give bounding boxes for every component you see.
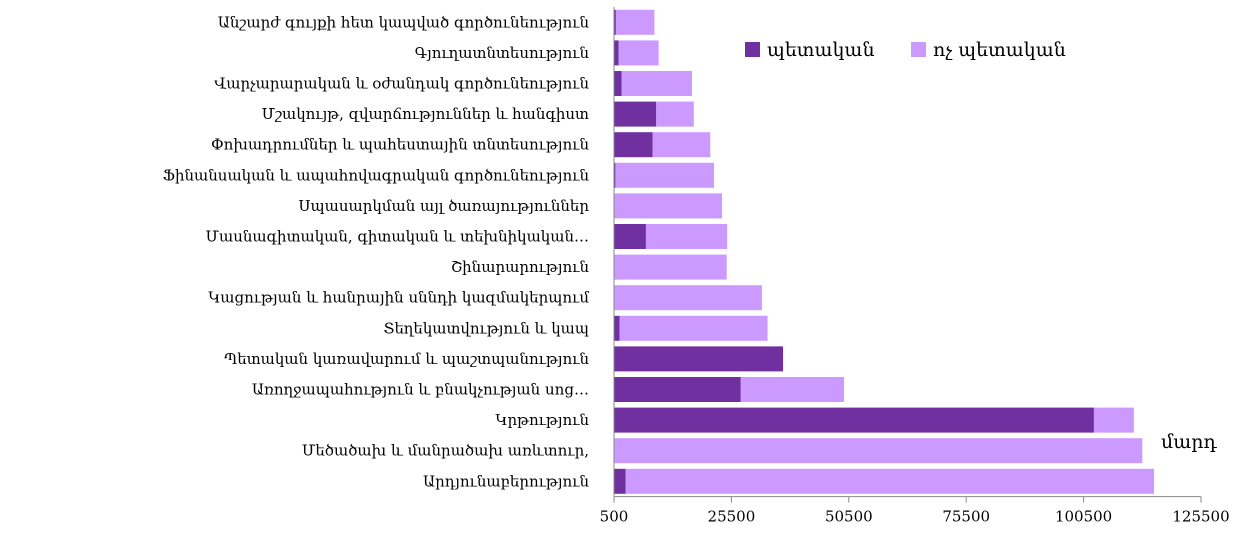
category-label-5: Տեղեկատվություն և կապ bbox=[383, 319, 589, 337]
category-label-1: Մեծածախ և մանրածախ առևտուր, bbox=[302, 442, 589, 460]
bar-nonstate-1 bbox=[614, 438, 1143, 464]
bar-nonstate-13 bbox=[621, 71, 692, 96]
bar-state-11 bbox=[614, 132, 653, 158]
bar-nonstate-0 bbox=[625, 468, 1155, 494]
x-tick-label-4: 100500 bbox=[1055, 508, 1112, 526]
bar-state-5 bbox=[614, 315, 620, 341]
bar-nonstate-10 bbox=[615, 162, 715, 188]
category-label-10: Ֆինանսական և ապահովագրական գործունեությո… bbox=[163, 166, 590, 184]
bar-nonstate-12 bbox=[656, 101, 694, 127]
category-labels-group: Անշարժ գույքի հետ կապված գործունեություն… bbox=[163, 13, 590, 490]
bars-group bbox=[614, 9, 1155, 494]
x-tick-label-2: 50500 bbox=[825, 508, 873, 526]
x-axis: 500 25500 50500 75500 100500 125500 bbox=[600, 7, 1230, 526]
category-label-7: Շինարարություն bbox=[451, 258, 590, 276]
legend-swatch-1 bbox=[911, 42, 926, 57]
category-label-11: Փոխադրումներ և պահեստային տնտեսություն bbox=[211, 136, 590, 154]
bar-nonstate-14 bbox=[618, 40, 659, 66]
bar-state-13 bbox=[614, 71, 622, 96]
x-tick-label-0: 500 bbox=[600, 508, 629, 526]
bar-state-15 bbox=[614, 9, 616, 35]
category-label-8: Մասնագիտական, գիտական և տեխնիկական… bbox=[206, 228, 590, 246]
legend-swatch-0 bbox=[745, 42, 760, 57]
x-tick-label-3: 75500 bbox=[942, 508, 990, 526]
category-label-15: Անշարժ գույքի հետ կապված գործունեություն bbox=[218, 13, 590, 31]
category-label-12: Մշակույթ, զվարճություններ և հանգիստ bbox=[262, 105, 589, 123]
bar-nonstate-9 bbox=[614, 193, 723, 219]
category-label-9: Սպասարկման այլ ծառայություններ bbox=[299, 197, 590, 215]
category-label-14: Գյուղատնտեսություն bbox=[415, 44, 590, 62]
bar-nonstate-3 bbox=[740, 377, 845, 402]
unit-label: մարդ bbox=[1161, 431, 1217, 453]
x-tick-label-5: 125500 bbox=[1172, 508, 1229, 526]
bar-state-4 bbox=[614, 346, 784, 372]
bar-nonstate-5 bbox=[619, 315, 768, 341]
category-label-3: Առողջապահություն և բնակչության սոց… bbox=[252, 381, 589, 399]
bar-state-2 bbox=[614, 407, 1094, 433]
bar-state-0 bbox=[614, 468, 626, 494]
bar-state-10 bbox=[614, 162, 616, 188]
legend-label-0: պետական bbox=[767, 39, 875, 61]
category-label-13: Վարչարարական և օժանդակ գործունեություն bbox=[214, 75, 589, 93]
category-label-4: Պետական կառավարում և պաշտպանություն bbox=[224, 350, 589, 368]
bar-nonstate-15 bbox=[615, 9, 655, 35]
bar-nonstate-2 bbox=[1093, 407, 1134, 433]
bar-nonstate-7 bbox=[614, 254, 727, 280]
legend-label-1: ոչ պետական bbox=[933, 39, 1066, 61]
x-tick-label-1: 25500 bbox=[708, 508, 756, 526]
legend: պետական ոչ պետական bbox=[745, 39, 1066, 61]
category-label-2: Կրթություն bbox=[495, 411, 589, 429]
bar-state-3 bbox=[614, 377, 741, 402]
bar-state-8 bbox=[614, 224, 646, 249]
bar-state-14 bbox=[614, 40, 619, 66]
bar-state-12 bbox=[614, 101, 657, 127]
bar-nonstate-6 bbox=[614, 285, 762, 311]
bar-nonstate-8 bbox=[645, 224, 728, 249]
category-label-0: Արդյունաբերություն bbox=[423, 472, 589, 490]
bar-nonstate-11 bbox=[652, 132, 711, 158]
category-label-6: Կացության և հանրային սննդի կազմակերպում bbox=[208, 289, 589, 307]
